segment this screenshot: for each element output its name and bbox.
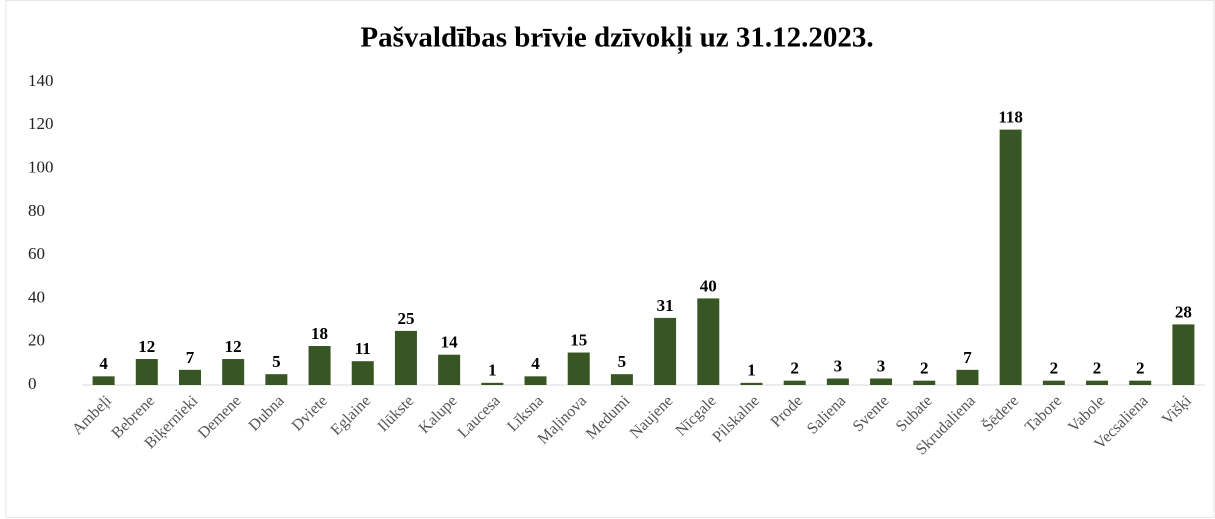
- value-label: 2: [920, 359, 929, 378]
- value-label: 5: [272, 352, 281, 371]
- y-tick-label: 60: [28, 244, 45, 263]
- bar: [1042, 380, 1065, 385]
- bar: [438, 354, 461, 385]
- bar: [697, 298, 720, 385]
- x-tick-label: Dviete: [289, 392, 331, 434]
- y-tick-label: 100: [28, 157, 54, 176]
- x-tick-label: Pilskalne: [709, 392, 763, 446]
- x-tick-label: Tabore: [1022, 392, 1065, 435]
- x-tick-label: Svente: [850, 392, 893, 435]
- bar: [956, 369, 979, 385]
- bar: [1172, 324, 1195, 385]
- value-label: 2: [1093, 359, 1102, 378]
- y-tick-label: 20: [28, 331, 45, 350]
- value-label: 11: [355, 339, 371, 358]
- value-label: 12: [138, 337, 155, 356]
- bar: [783, 380, 806, 385]
- bar: [135, 359, 158, 385]
- chart-title: Pašvaldības brīvie dzīvokļi uz 31.12.202…: [360, 22, 873, 55]
- value-label: 4: [99, 354, 108, 373]
- value-label: 3: [834, 356, 843, 375]
- value-label: 7: [186, 348, 195, 367]
- value-label: 12: [225, 337, 242, 356]
- y-tick-label: 120: [28, 114, 54, 133]
- x-tick-label: Naujene: [627, 392, 677, 442]
- bar: [524, 376, 547, 385]
- value-label: 4: [531, 354, 540, 373]
- x-tick-label: Saliena: [804, 392, 849, 437]
- value-label: 2: [1136, 359, 1145, 378]
- value-label: 2: [1050, 359, 1059, 378]
- x-tick-label: Laucesa: [455, 392, 504, 441]
- bar: [222, 359, 245, 385]
- x-tick-label: Višķi: [1159, 392, 1195, 428]
- bar: [1086, 380, 1109, 385]
- y-tick-label: 140: [28, 71, 54, 90]
- bar: [913, 380, 936, 385]
- bar: [265, 374, 288, 385]
- value-label: 31: [657, 296, 674, 315]
- value-label: 7: [963, 348, 972, 367]
- value-label: 14: [441, 333, 459, 352]
- bar: [481, 382, 504, 385]
- bar: [178, 369, 201, 385]
- value-label: 3: [877, 356, 886, 375]
- y-tick-label: 40: [28, 287, 45, 306]
- x-tick-label: Ilūkste: [375, 392, 418, 435]
- x-tick-label: Dubna: [246, 392, 288, 434]
- value-label: 40: [700, 276, 717, 295]
- value-label: 1: [488, 361, 497, 380]
- value-label: 2: [790, 359, 799, 378]
- x-tick-label: Medumi: [583, 392, 634, 443]
- value-label: 18: [311, 324, 328, 343]
- bar: [610, 374, 633, 385]
- x-tick-label: Šēdere: [978, 391, 1022, 435]
- chart-frame: [5, 0, 1215, 518]
- value-label: 28: [1175, 302, 1192, 321]
- bar: [351, 361, 374, 385]
- value-label: 118: [998, 108, 1023, 127]
- x-tick-label: Eglaine: [328, 392, 375, 439]
- y-tick-label: 0: [28, 374, 37, 393]
- bar: [740, 382, 763, 385]
- bar: [1129, 380, 1152, 385]
- value-label: 15: [570, 330, 587, 349]
- x-tick-label: Demene: [195, 392, 245, 442]
- bar: [654, 317, 677, 385]
- bar: [826, 378, 849, 385]
- value-label: 5: [618, 352, 627, 371]
- bar: [567, 352, 590, 385]
- bar: [870, 378, 893, 385]
- x-tick-label: Kalupe: [416, 392, 461, 437]
- y-tick-label: 80: [28, 201, 45, 220]
- value-label: 25: [397, 309, 414, 328]
- bar: [92, 376, 115, 385]
- bar: [308, 346, 331, 385]
- bar: [999, 129, 1022, 385]
- bar: [394, 330, 417, 385]
- value-label: 1: [747, 361, 756, 380]
- x-tick-label: Prode: [768, 392, 806, 430]
